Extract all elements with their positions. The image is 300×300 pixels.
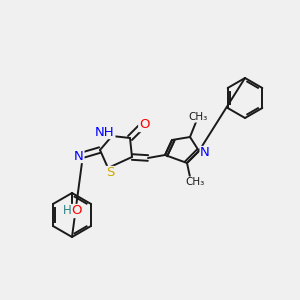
Text: N: N xyxy=(200,146,210,160)
Text: O: O xyxy=(72,205,82,218)
Text: NH: NH xyxy=(95,125,115,139)
Text: N: N xyxy=(74,149,84,163)
Text: H: H xyxy=(63,205,71,218)
Text: CH₃: CH₃ xyxy=(185,177,205,187)
Text: S: S xyxy=(106,167,114,179)
Text: O: O xyxy=(139,118,149,131)
Text: CH₃: CH₃ xyxy=(188,112,208,122)
